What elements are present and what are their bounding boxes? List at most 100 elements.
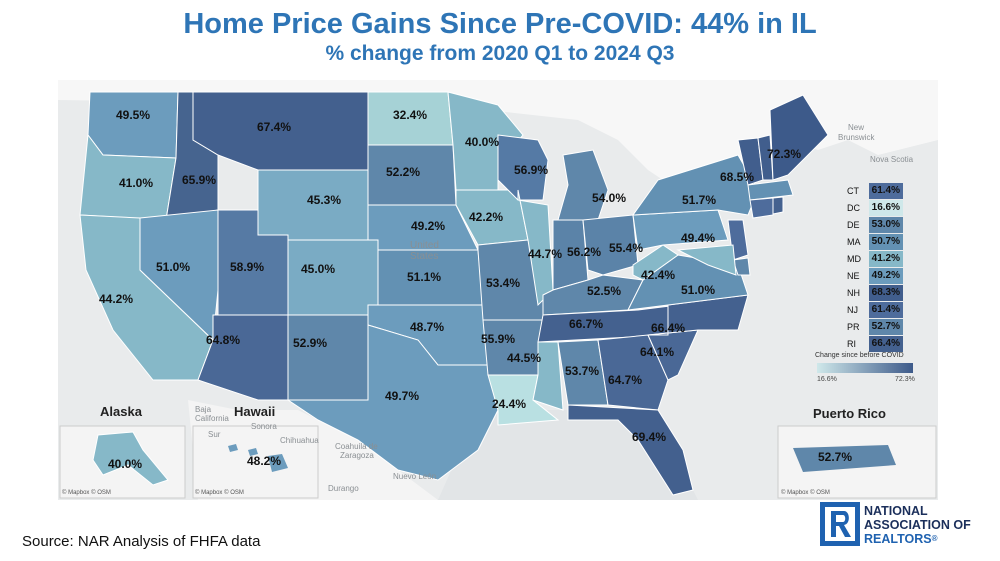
small-state-row: DC 16.6% bbox=[845, 200, 903, 216]
logo-line1: NATIONAL bbox=[864, 504, 928, 518]
label-MO: 53.4% bbox=[485, 276, 521, 290]
attribution-puerto-rico: © Mapbox © OSM bbox=[781, 490, 830, 496]
state-GA bbox=[597, 334, 669, 411]
realtor-r-icon bbox=[820, 502, 860, 546]
label-AZ: 64.8% bbox=[205, 333, 241, 347]
label-NE: 49.2% bbox=[410, 219, 446, 233]
logo-reg: ® bbox=[931, 534, 938, 543]
small-state-abbr: NE bbox=[847, 271, 860, 281]
attribution-alaska: © Mapbox © OSM bbox=[62, 490, 111, 496]
label-ME: 72.3% bbox=[766, 147, 802, 161]
geo-label-california: California bbox=[195, 414, 229, 423]
state-AR bbox=[482, 319, 544, 376]
label-TX: 49.7% bbox=[384, 389, 420, 403]
small-states-table: CT 61.4% DC 16.6% DE 53.0% MA 50.7% MD 41.2% … bbox=[845, 183, 903, 353]
label-SC: 64.1% bbox=[639, 345, 675, 359]
geo-label-brunswick: Brunswick bbox=[838, 133, 875, 142]
small-state-row: RI 66.4% bbox=[845, 336, 903, 352]
small-state-abbr: PR bbox=[847, 322, 860, 332]
label-MN: 40.0% bbox=[464, 135, 500, 149]
geo-label-zaragoza: Zaragoza bbox=[340, 451, 374, 460]
hawaii-title: Hawaii bbox=[234, 404, 276, 419]
small-state-row: MA 50.7% bbox=[845, 234, 903, 250]
state-WA bbox=[87, 91, 179, 159]
label-WA: 49.5% bbox=[115, 108, 151, 122]
chart-title: Home Price Gains Since Pre-COVID: 44% in… bbox=[183, 8, 817, 40]
legend-title: Change since before COVID bbox=[815, 352, 904, 359]
small-state-abbr: MD bbox=[847, 254, 861, 264]
hawaii-inset bbox=[192, 425, 319, 499]
label-NM: 52.9% bbox=[292, 336, 328, 350]
us-map[interactable]: New Brunswick Nova Scotia United States … bbox=[58, 80, 938, 500]
small-state-abbr: DE bbox=[847, 220, 860, 230]
label-WY: 45.3% bbox=[306, 193, 342, 207]
state-HI bbox=[228, 444, 288, 472]
label-SD: 52.2% bbox=[385, 165, 421, 179]
nar-wordmark: NATIONAL ASSOCIATION OF REALTORS® bbox=[864, 504, 971, 546]
small-state-value: 66.4% bbox=[869, 336, 903, 352]
small-state-row: NH 68.3% bbox=[845, 285, 903, 301]
small-state-abbr: DC bbox=[847, 203, 860, 213]
small-state-abbr: RI bbox=[847, 339, 856, 349]
legend-max-label: 72.3% bbox=[895, 376, 915, 383]
nar-logo: NATIONAL ASSOCIATION OF REALTORS® bbox=[820, 502, 988, 550]
label-NY: 51.7% bbox=[681, 193, 717, 207]
source-note: Source: NAR Analysis of FHFA data bbox=[22, 533, 261, 550]
label-IL: 44.7% bbox=[527, 247, 563, 261]
logo-line2: ASSOCIATION OF bbox=[864, 518, 971, 532]
state-RI bbox=[772, 196, 784, 215]
logo-line3: REALTORS bbox=[864, 532, 932, 546]
legend-min-label: 16.6% bbox=[817, 376, 837, 383]
geo-label-durango: Durango bbox=[328, 484, 359, 493]
label-LA: 24.4% bbox=[491, 397, 527, 411]
small-state-row: MD 41.2% bbox=[845, 251, 903, 267]
small-state-row: NE 49.2% bbox=[845, 268, 903, 284]
small-state-row: DE 53.0% bbox=[845, 217, 903, 233]
legend-color-bar bbox=[817, 363, 913, 373]
geo-label-new: New bbox=[848, 123, 865, 132]
label-OR: 41.0% bbox=[118, 176, 154, 190]
label-WV: 42.4% bbox=[640, 268, 676, 282]
state-ME bbox=[769, 94, 829, 181]
label-ND: 32.4% bbox=[392, 108, 428, 122]
label-PR: 52.7% bbox=[817, 450, 853, 464]
geo-label-baja: Baja bbox=[195, 405, 212, 414]
label-CO: 45.0% bbox=[300, 262, 336, 276]
small-state-abbr: MA bbox=[847, 237, 861, 247]
alaska-title: Alaska bbox=[100, 404, 142, 419]
attribution-hawaii: © Mapbox © OSM bbox=[195, 490, 244, 496]
chart-subtitle: % change from 2020 Q1 to 2024 Q3 bbox=[325, 42, 675, 65]
state-WI bbox=[497, 134, 549, 201]
small-state-row: CT 61.4% bbox=[845, 183, 903, 199]
geo-label-sonora: Sonora bbox=[251, 422, 277, 431]
state-shapes bbox=[58, 80, 938, 500]
state-NY bbox=[631, 154, 759, 216]
small-state-abbr: NJ bbox=[847, 305, 858, 315]
label-KS: 51.1% bbox=[406, 270, 442, 284]
state-PR bbox=[793, 445, 896, 472]
label-HI: 48.2% bbox=[246, 454, 282, 468]
small-state-row: NJ 61.4% bbox=[845, 302, 903, 318]
small-state-value: 50.7% bbox=[869, 234, 903, 250]
small-state-abbr: CT bbox=[847, 186, 859, 196]
label-GA: 64.7% bbox=[607, 373, 643, 387]
small-state-abbr: NH bbox=[847, 288, 860, 298]
label-NV: 51.0% bbox=[155, 260, 191, 274]
geo-label-nova-scotia: Nova Scotia bbox=[870, 155, 914, 164]
small-state-value: 53.0% bbox=[869, 217, 903, 233]
small-state-row: PR 52.7% bbox=[845, 319, 903, 335]
label-AR: 55.9% bbox=[480, 332, 516, 346]
label-AK: 40.0% bbox=[107, 457, 143, 471]
state-MI bbox=[557, 149, 609, 221]
label-KY: 52.5% bbox=[586, 284, 622, 298]
label-VA: 51.0% bbox=[680, 283, 716, 297]
state-MD bbox=[676, 244, 737, 276]
label-MS: 44.5% bbox=[506, 351, 542, 365]
state-MA bbox=[747, 179, 794, 201]
state-WV bbox=[632, 244, 679, 281]
state-OH bbox=[582, 214, 639, 276]
state-AK bbox=[92, 431, 169, 486]
label-IN: 56.2% bbox=[566, 245, 602, 259]
label-UT: 58.9% bbox=[229, 260, 265, 274]
label-NC: 66.4% bbox=[650, 321, 686, 335]
